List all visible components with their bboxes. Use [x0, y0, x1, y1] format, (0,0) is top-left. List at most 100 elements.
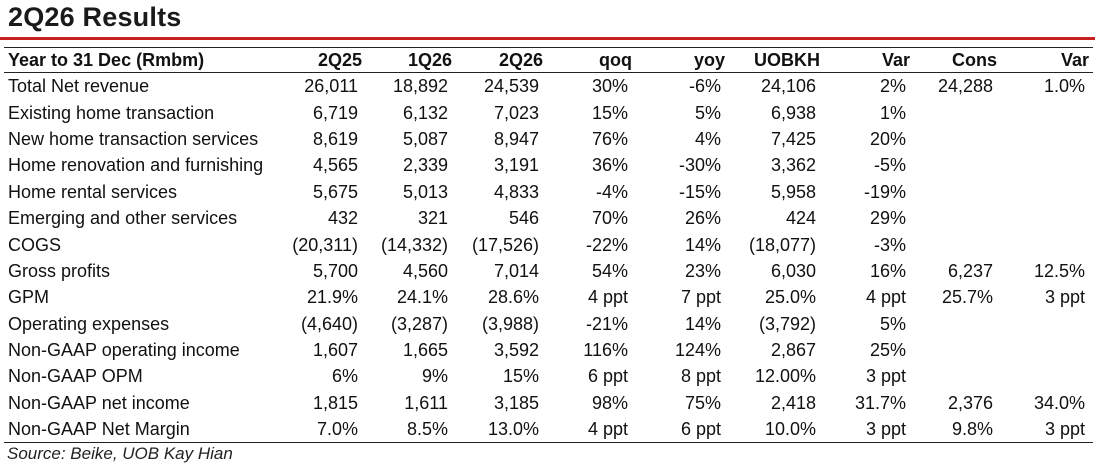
cell-cons	[914, 337, 1001, 363]
cell-uobkh: (3,792)	[758, 313, 816, 334]
row-label: COGS	[8, 234, 62, 255]
cell-var: 16%	[869, 260, 906, 281]
cell-2q26: 15%	[502, 366, 539, 387]
cell-cons: 25.7%	[941, 287, 993, 308]
cell-yoy: 5%	[694, 102, 721, 123]
table-row: Emerging and other services 432 321 546 70% 2…	[4, 205, 1093, 231]
cell-2q26: 7,014	[493, 260, 539, 281]
page-title: 2Q26 Results	[8, 2, 182, 32]
cell-cons-var: 1.0%	[1043, 76, 1085, 97]
cell-qoq: 36%	[591, 155, 628, 176]
cell-uobkh: 424	[785, 208, 816, 229]
table-row: Non-GAAP operating income 1,607 1,665 3,592…	[4, 337, 1093, 363]
cell-cons-var	[1001, 311, 1093, 337]
cell-qoq: 6 ppt	[587, 366, 628, 387]
header-var: Var	[824, 47, 914, 73]
cell-qoq: 116%	[583, 340, 628, 361]
cell-qoq: 70%	[591, 208, 628, 229]
cell-qoq: 54%	[591, 260, 628, 281]
cell-yoy: -15%	[678, 181, 721, 202]
header-cons: Cons	[914, 47, 1001, 73]
table-row: Total Net revenue 26,011 18,892 24,539 30% -6…	[4, 73, 1093, 100]
cell-2q25: 6,719	[312, 102, 358, 123]
table-row: Home rental services 5,675 5,013 4,833 -4% -1…	[4, 179, 1093, 205]
cell-2q25: (4,640)	[300, 313, 358, 334]
row-label: GPM	[8, 287, 50, 308]
cell-cons-var: 3 ppt	[1044, 287, 1085, 308]
cell-qoq: 4 ppt	[587, 287, 628, 308]
cell-2q25: 5,700	[312, 260, 358, 281]
cell-var: -5%	[873, 155, 906, 176]
cell-cons	[914, 231, 1001, 257]
row-label: Total Net revenue	[8, 76, 150, 97]
cell-cons	[914, 363, 1001, 389]
cell-cons: 24,288	[937, 76, 993, 97]
table-row: Home renovation and furnishing 4,565 2,339…	[4, 152, 1093, 178]
cell-1q26: 1,665	[402, 340, 448, 361]
cell-cons-var	[1001, 126, 1093, 152]
cell-cons-var	[1001, 363, 1093, 389]
cell-yoy: 6 ppt	[636, 416, 729, 444]
cell-uobkh: 5,958	[770, 181, 816, 202]
cell-2q26: 3,185	[493, 392, 539, 413]
cell-1q26: 4,560	[402, 260, 448, 281]
cell-yoy: 7 ppt	[680, 287, 721, 308]
row-label: Home rental services	[8, 181, 178, 202]
source-note: Source: Beike, UOB Kay Hian	[7, 444, 233, 463]
row-label: Non-GAAP OPM	[8, 366, 143, 387]
cell-yoy: 26%	[684, 208, 721, 229]
cell-2q26: 24,539	[483, 76, 539, 97]
cell-cons	[914, 179, 1001, 205]
cell-qoq: -21%	[585, 313, 628, 334]
cell-var: 29%	[869, 208, 906, 229]
cell-var: 5%	[879, 313, 906, 334]
cell-var: 1%	[879, 102, 906, 123]
cell-2q26: 8,947	[493, 128, 539, 149]
cell-var: 4 ppt	[865, 287, 906, 308]
table-row: Non-GAAP net income 1,815 1,611 3,185 98% 75%…	[4, 390, 1093, 416]
cell-yoy: -6%	[688, 76, 721, 97]
cell-yoy: 14%	[684, 313, 721, 334]
cell-2q26: 546	[508, 208, 539, 229]
cell-cons-var: 34.0%	[1033, 392, 1085, 413]
cell-yoy: 4%	[694, 128, 721, 149]
cell-1q26: 5,087	[402, 128, 448, 149]
header-uobkh: UOBKH	[729, 47, 824, 73]
header-1q26: 1Q26	[366, 47, 456, 73]
cell-var: 2%	[879, 76, 906, 97]
table-row: Gross profits 5,700 4,560 7,014 54% 23% 6,030 1…	[4, 258, 1093, 284]
cell-1q26: 2,339	[402, 155, 448, 176]
cell-2q26: (17,526)	[471, 234, 539, 255]
cell-2q25: 5,675	[312, 181, 358, 202]
cell-uobkh: 24,106	[760, 76, 816, 97]
cell-uobkh: 6,938	[770, 102, 816, 123]
row-label: Existing home transaction	[8, 102, 215, 123]
cell-2q26: 4,833	[493, 181, 539, 202]
row-label: Gross profits	[8, 260, 111, 281]
cell-2q26: 28.6%	[487, 287, 539, 308]
row-label: Emerging and other services	[8, 208, 238, 229]
cell-2q26: 13.0%	[456, 416, 547, 444]
cell-cons-var: 3 ppt	[1001, 416, 1093, 444]
table-row: Non-GAAP Net Margin 7.0% 8.5% 13.0% 4 ppt 6 p…	[4, 416, 1093, 444]
cell-2q25: 26,011	[304, 76, 358, 97]
cell-var: 3 ppt	[865, 366, 906, 387]
cell-uobkh: 2,867	[770, 340, 816, 361]
cell-var: 20%	[869, 128, 906, 149]
cell-yoy: -30%	[678, 155, 721, 176]
cell-1q26: 18,892	[392, 76, 448, 97]
cell-var: -19%	[863, 181, 906, 202]
header-2q25: 2Q25	[272, 47, 366, 73]
header-label: Year to 31 Dec (Rmbm)	[4, 47, 272, 73]
cell-var: 31.7%	[854, 392, 906, 413]
cell-yoy: 124%	[674, 340, 721, 361]
cell-2q26: (3,988)	[481, 313, 539, 334]
header-2q26: 2Q26	[456, 47, 547, 73]
cell-1q26: 9%	[421, 366, 448, 387]
cell-uobkh: 3,362	[770, 155, 816, 176]
table-row: GPM 21.9% 24.1% 28.6% 4 ppt 7 ppt 25.0% 4 ppt 25…	[4, 284, 1093, 310]
cell-2q25: 1,607	[312, 340, 358, 361]
cell-qoq: 76%	[591, 128, 628, 149]
row-label: Non-GAAP net income	[8, 392, 190, 413]
cell-2q26: 3,592	[493, 340, 539, 361]
